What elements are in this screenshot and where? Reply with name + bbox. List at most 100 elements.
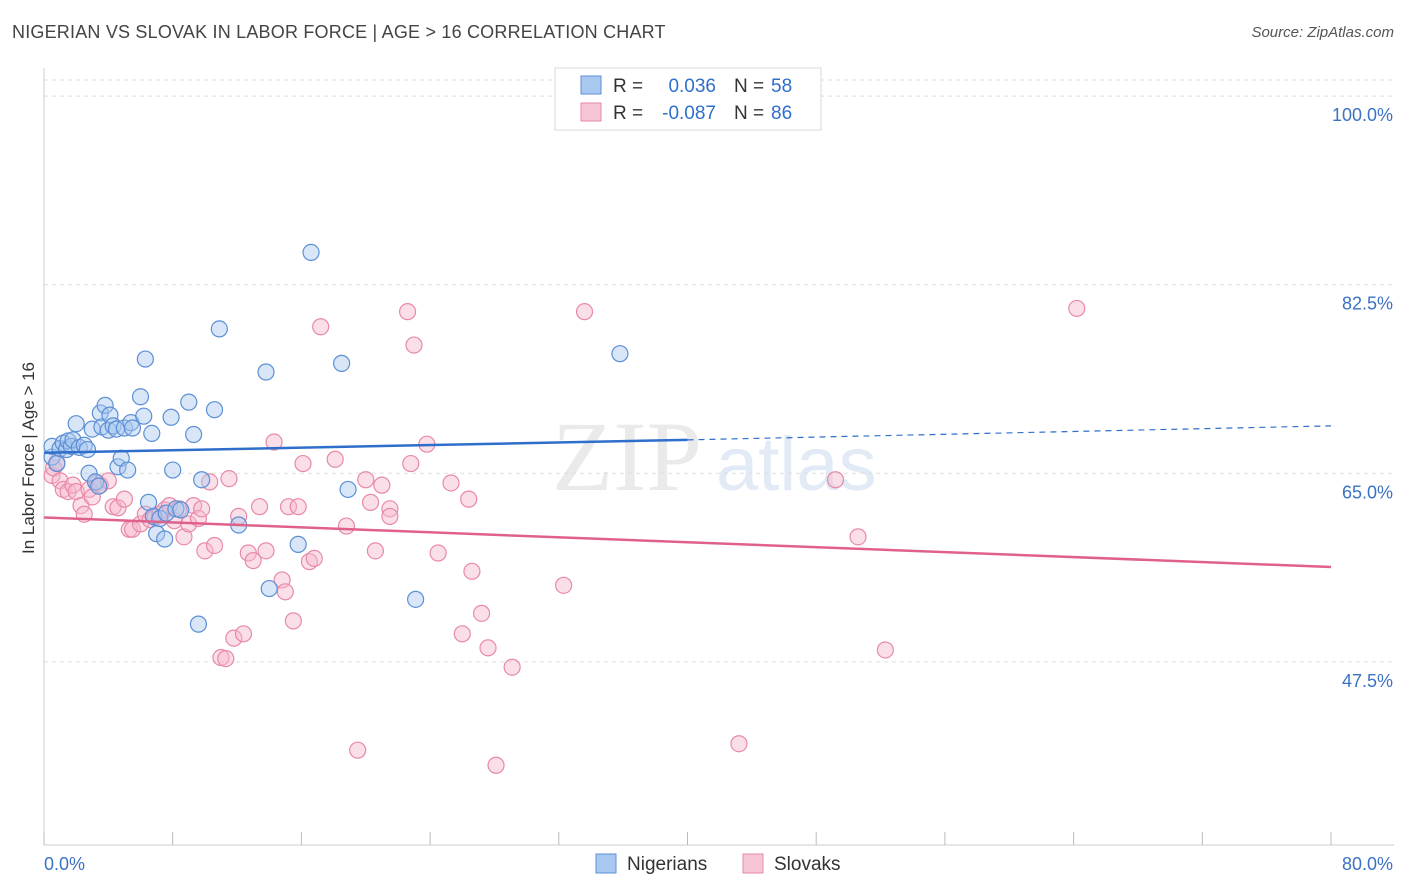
slovaks-point-62 (366, 542, 385, 560)
slovaks-point-60 (357, 471, 375, 489)
nigerians-point-19 (96, 396, 114, 414)
trend-lines (43, 425, 1332, 569)
nigerians-point-34 (143, 424, 161, 443)
trend-line-nigerians-extension (687, 425, 1332, 441)
nigerians-point-44 (180, 393, 198, 411)
trend-line-nigerians (43, 438, 688, 455)
nigerians-point-56 (339, 480, 357, 499)
slovaks-point-85 (1068, 299, 1086, 318)
slovaks-point-79 (555, 576, 573, 594)
slovaks-point-63 (373, 476, 391, 494)
slovaks-point-56 (312, 318, 330, 336)
bottom-legend-swatch-slovaks (742, 853, 764, 874)
slovaks-point-46 (257, 542, 275, 560)
slovaks-point-78 (503, 658, 521, 676)
slovaks-point-67 (402, 454, 420, 473)
slovaks-point-81 (730, 735, 748, 753)
legend-n-value-2: 86 (771, 103, 792, 124)
x-tick-label-max: 80.0% (1342, 854, 1393, 874)
nigerians-point-55 (333, 354, 351, 372)
slovaks-point-74 (463, 562, 481, 580)
slovaks-point-83 (849, 528, 867, 546)
slovaks-point-72 (453, 625, 471, 643)
slovaks-point-80 (575, 303, 594, 321)
slovaks-point-14 (99, 472, 117, 490)
legend-r-value-1: 0.036 (668, 76, 716, 97)
slovaks-point-73 (460, 490, 478, 508)
legend-swatch-nigerians (580, 75, 602, 95)
slovaks-point-47 (265, 433, 283, 451)
slovaks-point-50 (279, 498, 298, 516)
nigerians-point-32 (136, 350, 154, 368)
x-tick-label-min: 0.0% (44, 854, 85, 874)
gridlines (44, 79, 1394, 663)
y-tick-label-3: 47.5% (1342, 671, 1393, 691)
source-label: Source: ZipAtlas.com (1251, 24, 1394, 41)
nigerians-point-9 (67, 415, 85, 433)
slovaks-point-68 (405, 336, 423, 354)
nigerians-point-31 (135, 407, 153, 425)
nigerians-point-47 (193, 471, 211, 489)
watermark-zip: ZIP (552, 401, 702, 512)
chart-title: NIGERIAN VS SLOVAK IN LABOR FORCE | AGE … (12, 22, 666, 42)
slovaks-point-42 (234, 625, 253, 643)
bottom-legend: Nigerians Slovaks (595, 853, 841, 875)
top-legend: R = 0.036 N = 58 R = -0.087 N = 86 (554, 67, 822, 131)
nigerians-point-49 (210, 320, 228, 338)
y-tick-label-1: 82.5% (1342, 294, 1393, 314)
slovaks-point-40 (225, 629, 243, 647)
bottom-legend-label-slovaks: Slovaks (774, 854, 841, 875)
slovaks-point-59 (349, 741, 367, 759)
legend-n-value-1: 58 (771, 76, 792, 97)
slovaks-point-55 (305, 549, 323, 567)
slovaks-point-57 (326, 450, 344, 468)
slovaks-point-75 (472, 604, 491, 622)
series-nigerians (43, 243, 629, 633)
nigerians-point-52 (260, 579, 278, 598)
slovaks-point-51 (284, 612, 302, 630)
slovaks-point-58 (337, 517, 356, 535)
legend-r-value-2: -0.087 (662, 103, 716, 124)
slovaks-point-77 (487, 756, 505, 774)
nigerians-point-48 (205, 401, 224, 419)
slovaks-point-16 (109, 499, 127, 517)
slovaks-point-82 (826, 471, 845, 489)
nigerians-point-51 (257, 363, 275, 381)
slovaks-point-71 (442, 474, 460, 492)
y-tick-label-2: 65.0% (1342, 482, 1393, 502)
legend-r-label-2: R = (613, 103, 643, 124)
slovaks-point-66 (398, 303, 417, 321)
bottom-legend-swatch-nigerians (595, 853, 617, 874)
nigerians-point-43 (172, 501, 190, 519)
slovaks-point-29 (175, 528, 193, 546)
nigerians-point-57 (407, 590, 425, 608)
nigerians-point-2 (48, 454, 66, 473)
nigerians-point-27 (119, 461, 137, 479)
y-tick-label-0: 100.0% (1332, 105, 1393, 125)
nigerians-point-30 (131, 388, 150, 406)
slovaks-point-45 (250, 498, 269, 516)
legend-r-label-1: R = (613, 76, 643, 97)
slovaks-point-34 (196, 542, 214, 560)
series-slovaks (43, 299, 1086, 774)
nigerians-point-41 (164, 461, 182, 479)
slovaks-point-36 (205, 536, 224, 555)
watermark-atlas: atlas (716, 422, 877, 507)
nigerians-point-54 (302, 243, 320, 261)
nigerians-point-13 (80, 464, 98, 482)
slovaks-point-65 (381, 507, 399, 525)
legend-n-label-2: N = (734, 103, 764, 124)
slovaks-point-84 (876, 641, 894, 659)
slovaks-point-53 (294, 454, 312, 473)
slovaks-point-61 (361, 493, 380, 511)
legend-n-label-1: N = (734, 76, 764, 97)
nigerians-point-58 (611, 345, 629, 363)
nigerians-point-40 (162, 408, 180, 426)
data-points (43, 243, 1086, 774)
nigerians-point-38 (156, 530, 174, 548)
slovaks-point-52 (289, 498, 307, 516)
y-axis-title: In Labor Force | Age > 16 (19, 362, 38, 554)
nigerians-point-21 (101, 406, 119, 424)
slovaks-point-54 (300, 553, 319, 571)
